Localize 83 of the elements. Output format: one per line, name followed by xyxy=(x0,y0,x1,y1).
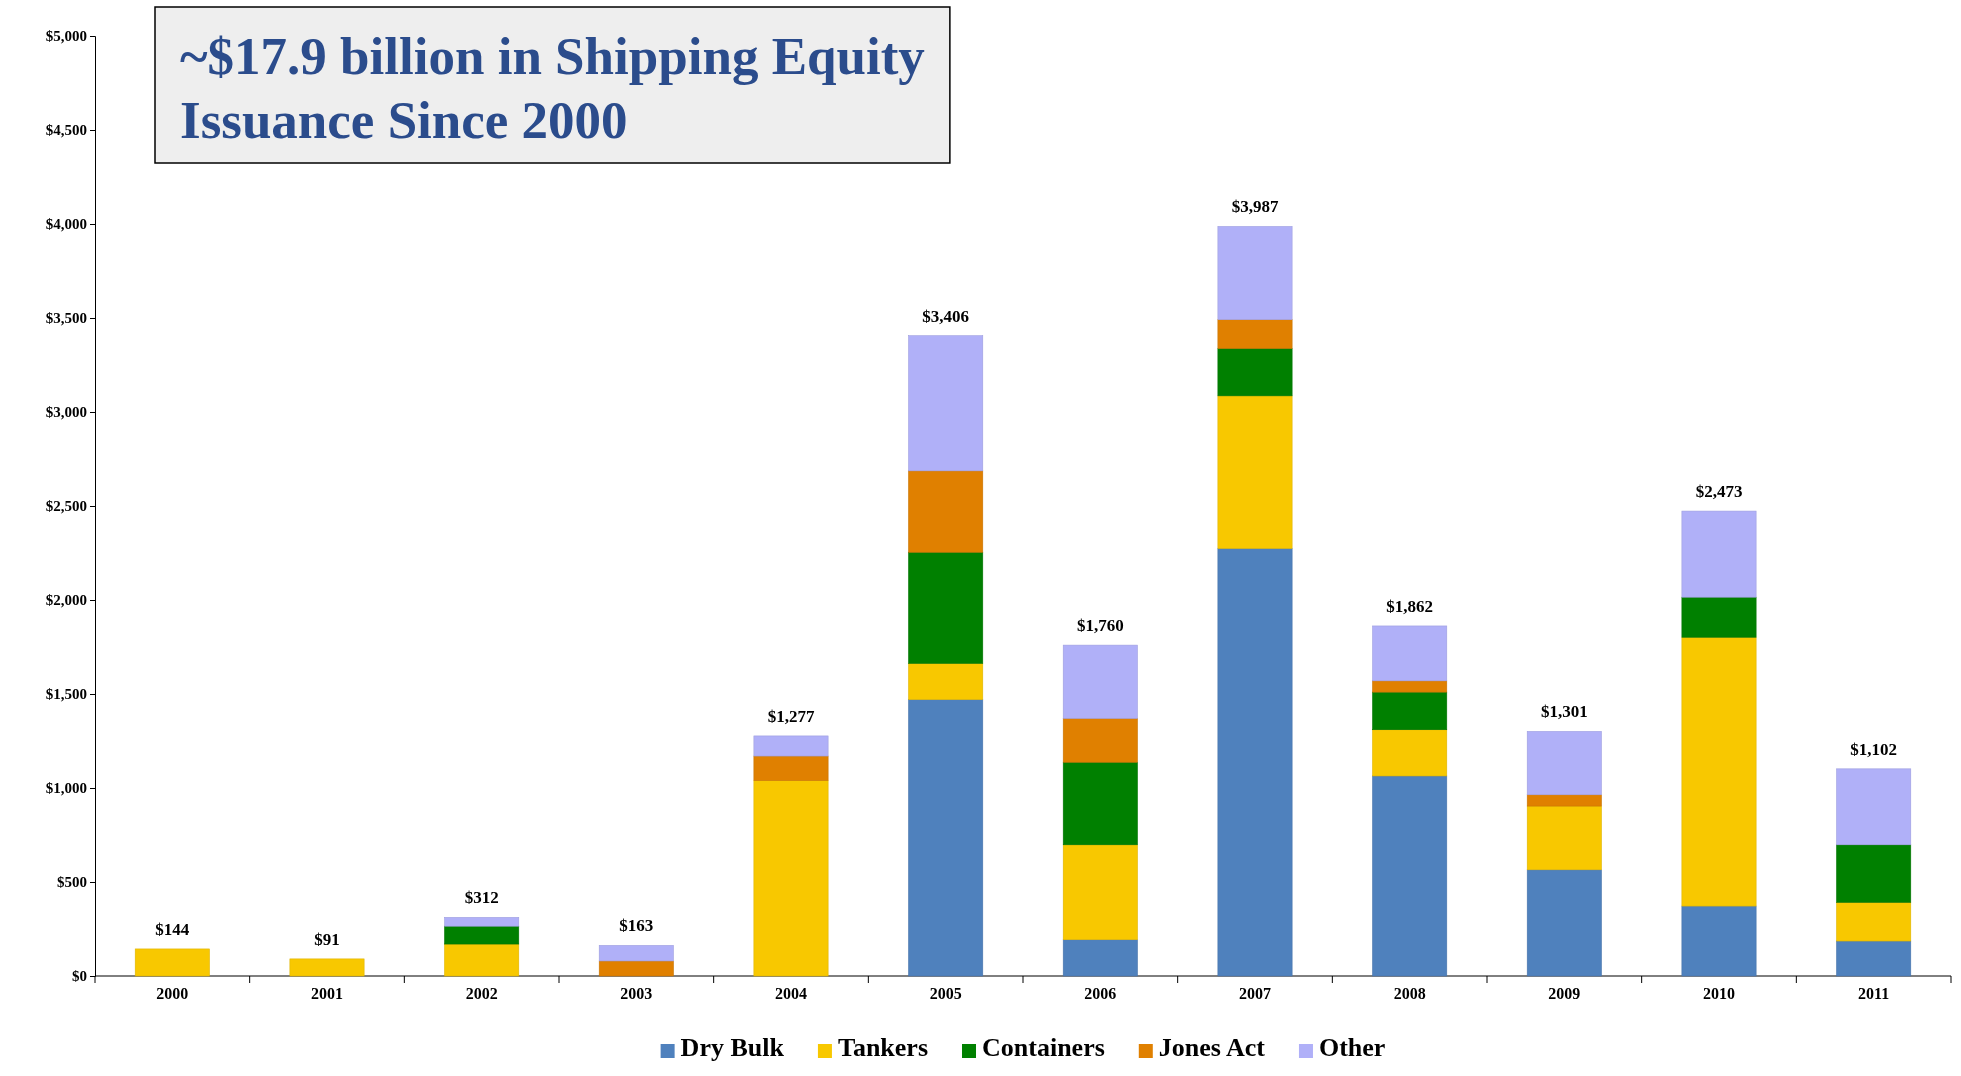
bar xyxy=(1681,596,1757,638)
total-label: $1,102 xyxy=(1850,739,1898,759)
total-label: $1,301 xyxy=(1540,702,1588,722)
x-tick-label: 2007 xyxy=(1239,985,1271,1003)
bar xyxy=(1372,775,1448,977)
total-label: $91 xyxy=(314,929,340,949)
y-tick-label: $5,000 xyxy=(45,28,87,45)
x-tick-label: 2011 xyxy=(1858,985,1890,1003)
x-tick-label: 2005 xyxy=(929,985,962,1003)
bar xyxy=(1526,794,1602,807)
x-tick-label: 2003 xyxy=(620,985,653,1003)
total-label: $144 xyxy=(155,919,190,939)
total-label: $1,277 xyxy=(767,706,815,726)
bar xyxy=(1836,768,1912,846)
bar xyxy=(134,948,210,977)
y-tick-label: $1,000 xyxy=(45,780,87,797)
bar xyxy=(1526,731,1602,796)
bar xyxy=(1372,680,1448,693)
y-tick-label: $3,000 xyxy=(45,404,87,421)
x-tick-label: 2010 xyxy=(1703,985,1735,1003)
bar xyxy=(1217,548,1293,977)
x-tick-label: 2004 xyxy=(775,985,807,1003)
x-tick-label: 2009 xyxy=(1548,985,1581,1003)
bar xyxy=(753,780,829,977)
bar xyxy=(1372,729,1448,777)
y-tick-label: $1,500 xyxy=(45,686,87,703)
bar xyxy=(1681,636,1757,907)
x-tick-label: 2002 xyxy=(465,985,498,1003)
total-label: $1,862 xyxy=(1386,596,1434,616)
total-label: $1,760 xyxy=(1076,616,1124,636)
bar xyxy=(908,663,984,700)
bar xyxy=(1836,940,1912,977)
total-label: $2,473 xyxy=(1695,482,1743,502)
total-label: $312 xyxy=(464,888,499,908)
x-tick-label: 2006 xyxy=(1084,985,1117,1003)
bar xyxy=(1062,761,1138,846)
legend-label: Dry Bulk xyxy=(680,1033,785,1062)
legend-label: Tankers xyxy=(837,1033,929,1062)
legend-label: Other xyxy=(1318,1033,1386,1062)
bar xyxy=(753,755,829,781)
bar xyxy=(1062,939,1138,977)
bar xyxy=(1836,902,1912,942)
legend-label: Jones Act xyxy=(1158,1033,1266,1062)
y-tick-label: $2,000 xyxy=(45,592,87,609)
bar xyxy=(908,470,984,553)
bar xyxy=(1062,844,1138,941)
bar xyxy=(444,943,520,977)
bar xyxy=(1217,226,1293,320)
bar xyxy=(1526,805,1602,871)
x-tick-label: 2000 xyxy=(156,985,189,1003)
chart-title: ~$17.9 billion in Shipping Equity Issuance Since 2000 xyxy=(180,27,925,149)
bar xyxy=(1062,644,1138,719)
y-tick-label: $4,500 xyxy=(45,122,87,139)
bar xyxy=(1217,348,1293,397)
bar xyxy=(1217,319,1293,349)
bar xyxy=(908,699,984,977)
bar xyxy=(1372,691,1448,731)
total-label: $3,406 xyxy=(922,306,970,326)
bar xyxy=(1372,625,1448,682)
bar xyxy=(753,735,829,757)
bar xyxy=(1062,718,1138,763)
bar xyxy=(444,917,520,927)
bar xyxy=(1526,869,1602,977)
total-label: $3,987 xyxy=(1231,197,1279,217)
y-tick-label: $0 xyxy=(72,968,87,985)
y-tick-label: $500 xyxy=(57,874,87,891)
y-tick-label: $4,000 xyxy=(45,216,87,233)
bar xyxy=(908,551,984,664)
x-tick-label: 2001 xyxy=(311,985,343,1003)
bar xyxy=(1681,905,1757,977)
bar xyxy=(1681,510,1757,598)
total-label: $163 xyxy=(619,916,654,936)
bar xyxy=(1217,395,1293,549)
bar xyxy=(598,945,674,962)
bar xyxy=(908,335,984,472)
bar xyxy=(1836,844,1912,903)
bar xyxy=(289,958,365,977)
bar xyxy=(598,960,674,977)
x-tick-label: 2008 xyxy=(1393,985,1426,1003)
legend-label: Containers xyxy=(982,1033,1105,1062)
y-tick-label: $2,500 xyxy=(45,498,87,515)
bar xyxy=(444,925,520,945)
y-tick-label: $3,500 xyxy=(45,310,87,327)
